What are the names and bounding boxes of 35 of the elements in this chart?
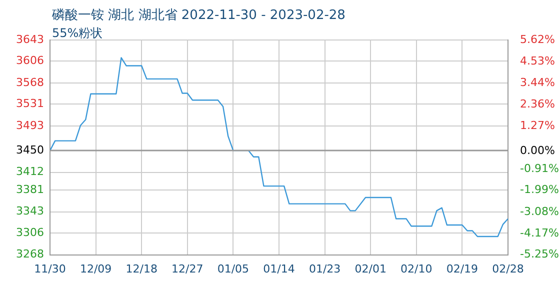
- y2-tick-label: 3.44%: [520, 76, 555, 89]
- y2-tick-label: -1.99%: [520, 183, 559, 196]
- y2-tick-label: 5.62%: [520, 32, 555, 46]
- y-tick-label: 3493: [16, 118, 44, 132]
- y2-tick-label: 0.00%: [520, 144, 555, 157]
- x-tick-label: 02/01: [354, 262, 386, 276]
- y-tick-label: 3343: [16, 204, 44, 218]
- x-tick-label: 12/09: [80, 262, 112, 276]
- y-tick-label: 3268: [16, 248, 44, 261]
- x-tick-label: 11/30: [34, 262, 66, 276]
- y-tick-label: 3531: [16, 97, 44, 110]
- y-tick-label: 3450: [16, 143, 44, 156]
- x-tick-label: 01/05: [217, 262, 250, 276]
- y-tick-label: 3412: [16, 165, 44, 178]
- x-tick-label: 02/10: [400, 262, 432, 276]
- y2-tick-label: -4.17%: [520, 226, 559, 240]
- y-tick-label: 3381: [16, 182, 44, 196]
- chart-subtitle: 55%粉状: [52, 25, 103, 42]
- y-tick-label: 3643: [16, 32, 44, 46]
- x-tick-label: 02/28: [492, 262, 524, 276]
- y2-tick-label: -0.91%: [520, 162, 559, 175]
- y-tick-label: 3606: [16, 54, 44, 68]
- y-tick-label: 3568: [16, 76, 44, 89]
- y2-tick-label: -5.25%: [520, 248, 559, 261]
- y2-tick-label: -3.08%: [520, 204, 559, 218]
- x-tick-label: 12/18: [126, 262, 158, 276]
- chart-title: 磷酸一铵 湖北 湖北省 2022-11-30 - 2023-02-28: [52, 7, 346, 24]
- y2-tick-label: 1.27%: [520, 118, 555, 132]
- y2-tick-label: 2.36%: [520, 97, 555, 110]
- y-tick-label: 3306: [16, 226, 44, 239]
- x-tick-label: 02/19: [446, 262, 478, 276]
- y2-tick-label: 4.53%: [520, 54, 555, 68]
- x-tick-label: 01/14: [263, 262, 295, 276]
- x-tick-label: 12/27: [172, 262, 204, 276]
- x-tick-label: 01/23: [308, 262, 341, 276]
